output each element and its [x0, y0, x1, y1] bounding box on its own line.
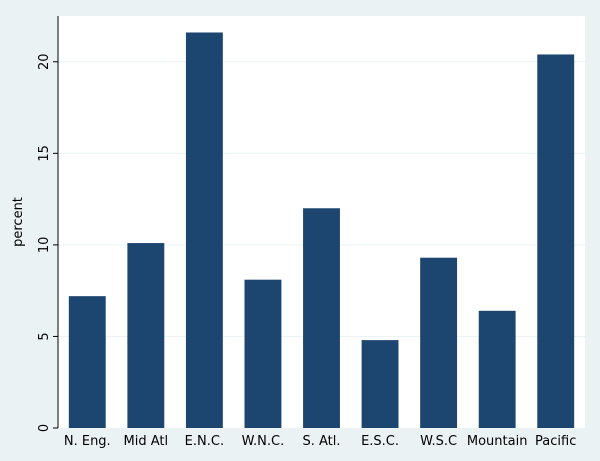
bar	[244, 279, 282, 428]
bar	[478, 310, 516, 428]
y-ticks: 0 5 10 15 20	[37, 54, 58, 432]
bars	[68, 32, 575, 428]
x-tick-label: Mid Atl	[124, 434, 169, 449]
bar	[537, 54, 575, 428]
y-tick-label: 20	[37, 54, 52, 71]
x-tick-label: E.N.C.	[185, 434, 224, 449]
x-tick-label: N. Eng.	[64, 434, 111, 449]
x-tick-label: S. Atl.	[302, 434, 340, 449]
x-tick-label: Mountain	[467, 434, 528, 449]
y-tick-label: 15	[37, 145, 52, 162]
y-axis-title: percent	[11, 197, 26, 247]
bar	[303, 208, 340, 428]
x-tick-label: E.S.C.	[361, 434, 399, 449]
x-tick-label: Pacific	[535, 434, 576, 449]
x-tick-label: W.S.C	[420, 434, 457, 449]
y-tick-label: 0	[37, 424, 52, 432]
y-tick-label: 5	[37, 332, 52, 340]
bar	[420, 257, 458, 428]
y-tick-label: 10	[37, 237, 52, 254]
bar	[185, 32, 223, 428]
bar	[127, 243, 165, 428]
bar	[361, 340, 399, 428]
x-tick-label: W.N.C.	[242, 434, 285, 449]
x-tick-labels: N. Eng. Mid Atl E.N.C. W.N.C. S. Atl. E.S.C. W…	[64, 434, 577, 449]
bar	[68, 296, 106, 428]
